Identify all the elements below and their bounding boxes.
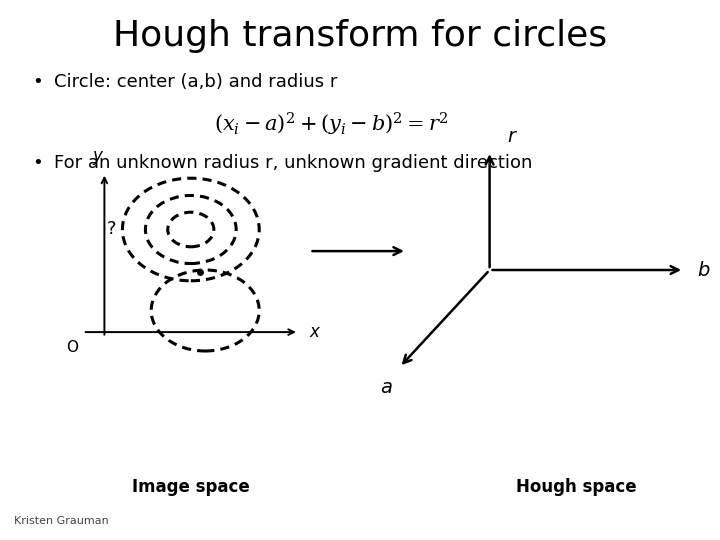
Text: Hough space: Hough space bbox=[516, 478, 636, 496]
Text: $(x_i - a)^2 + (y_i - b)^2 = r^2$: $(x_i - a)^2 + (y_i - b)^2 = r^2$ bbox=[214, 111, 449, 138]
Text: O: O bbox=[66, 340, 78, 355]
Text: y: y bbox=[92, 147, 102, 165]
Text: Hough transform for circles: Hough transform for circles bbox=[113, 19, 607, 53]
Text: Image space: Image space bbox=[132, 478, 250, 496]
Text: Kristen Grauman: Kristen Grauman bbox=[14, 516, 109, 526]
Text: ?: ? bbox=[107, 220, 117, 239]
Text: For an unknown radius r, unknown gradient direction: For an unknown radius r, unknown gradien… bbox=[54, 154, 532, 172]
Text: •: • bbox=[32, 73, 43, 91]
Text: b: b bbox=[697, 260, 709, 280]
Text: Circle: center (a,b) and radius r: Circle: center (a,b) and radius r bbox=[54, 73, 338, 91]
Text: a: a bbox=[380, 378, 392, 397]
Text: x: x bbox=[310, 323, 320, 341]
Text: r: r bbox=[508, 127, 516, 146]
Text: •: • bbox=[32, 154, 43, 172]
